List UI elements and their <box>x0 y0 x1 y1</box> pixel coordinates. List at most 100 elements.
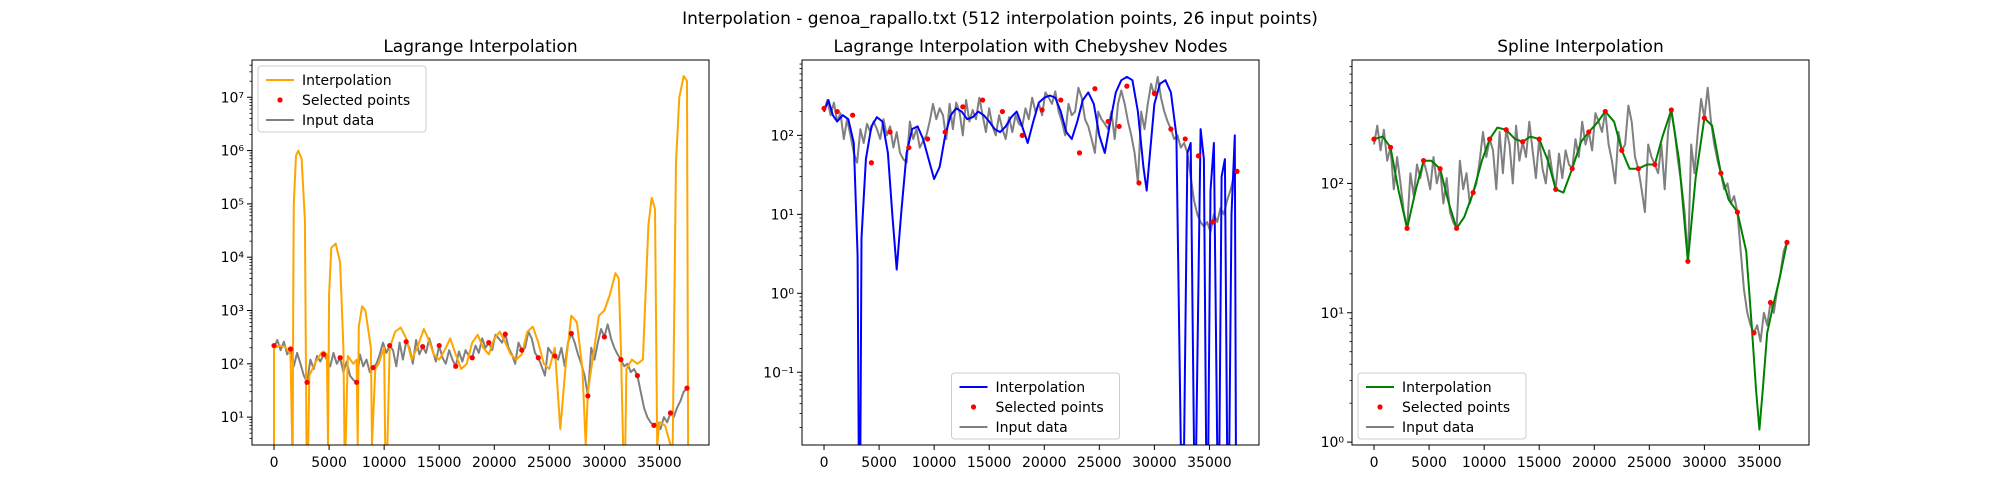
selected-point <box>651 422 657 428</box>
legend-box <box>1357 372 1527 440</box>
selected-point <box>320 351 327 358</box>
x-tick-label: 5000 <box>311 455 347 471</box>
y-tick-label: 10⁴ <box>221 250 245 266</box>
selected-point <box>1182 136 1188 142</box>
legend-dot-swatch <box>277 97 283 103</box>
selected-point <box>906 144 912 151</box>
selected-point <box>999 108 1006 115</box>
legend-dot-swatch <box>1377 404 1383 410</box>
selected-point <box>1470 189 1476 196</box>
x-tick-label: 25000 <box>527 455 572 471</box>
selected-point <box>979 97 986 103</box>
selected-point <box>585 393 591 399</box>
plot-area <box>1371 86 1790 431</box>
selected-point <box>1124 83 1130 89</box>
selected-point <box>354 379 360 385</box>
chart-panel-3: Spline Interpolation 10⁰ 10¹ 10² 0 5000 10000 1… <box>1321 37 1810 471</box>
y-tick-label: 10² <box>1321 176 1344 192</box>
selected-point <box>1635 166 1641 172</box>
legend: Interpolation Selected points Input data <box>951 372 1120 440</box>
selected-point <box>1718 170 1724 176</box>
selected-point <box>1553 186 1559 192</box>
selected-point <box>1685 258 1691 264</box>
x-tick-label: 15000 <box>417 455 462 471</box>
selected-point <box>403 339 409 345</box>
selected-point <box>1210 219 1216 225</box>
selected-point <box>1076 150 1083 156</box>
y-tick-label: 10³ <box>221 304 244 320</box>
selected-point <box>1569 166 1575 172</box>
selected-point <box>1019 132 1025 138</box>
selected-point <box>1136 180 1142 186</box>
selected-point <box>287 346 294 352</box>
y-tick-label: 10² <box>771 128 794 144</box>
selected-point <box>1387 144 1394 150</box>
selected-point <box>552 353 558 359</box>
legend-label: Input data <box>1402 420 1474 436</box>
selected-point <box>370 364 376 371</box>
x-tick-label: 0 <box>820 455 829 471</box>
legend-label: Interpolation <box>996 380 1086 396</box>
y-tick-label: 10¹ <box>771 207 794 223</box>
selected-point <box>486 340 492 346</box>
y-tick-label: 10⁵ <box>221 197 244 213</box>
selected-point <box>1503 127 1509 133</box>
chart-title: Spline Interpolation <box>1497 37 1663 57</box>
selected-point <box>1586 129 1592 135</box>
x-tick-label: 0 <box>270 455 279 471</box>
selected-point <box>1751 330 1757 336</box>
legend-label: Selected points <box>996 400 1104 416</box>
selected-point <box>1602 108 1608 115</box>
selected-point <box>1652 161 1658 168</box>
chart-panel-2: Lagrange Interpolation with Chebyshev No… <box>763 37 1260 471</box>
x-tick-label: 30000 <box>1132 455 1177 471</box>
x-tick-label: 25000 <box>1077 455 1122 471</box>
selected-point <box>304 379 310 385</box>
selected-point <box>1668 107 1674 113</box>
x-tick-label: 25000 <box>1627 455 1672 471</box>
legend-label: Interpolation <box>302 73 392 89</box>
selected-point <box>868 160 874 166</box>
chart-title: Lagrange Interpolation with Chebyshev No… <box>834 37 1228 57</box>
selected-point <box>1092 86 1098 92</box>
selected-point <box>1234 168 1240 174</box>
axes-frame <box>251 59 710 446</box>
selected-point <box>1784 239 1790 246</box>
selected-point <box>834 108 840 115</box>
selected-point <box>1619 147 1625 154</box>
selected-point <box>1767 299 1774 306</box>
selected-point <box>502 331 508 337</box>
selected-point <box>1454 225 1460 231</box>
selected-point <box>1734 209 1741 215</box>
selected-point <box>420 344 426 350</box>
x-tick-label: 30000 <box>1682 455 1727 471</box>
legend-label: Input data <box>996 420 1068 436</box>
y-tick-label: 10⁰ <box>1321 435 1345 451</box>
input-data-line <box>1373 86 1788 343</box>
selected-point <box>436 342 442 349</box>
selected-point <box>924 136 931 142</box>
x-tick-label: 20000 <box>1022 455 1067 471</box>
selected-point <box>1420 158 1427 164</box>
plot-area <box>271 75 690 445</box>
y-tick-label: 10² <box>221 357 244 373</box>
selected-point <box>568 330 574 337</box>
selected-point <box>1168 126 1174 132</box>
x-tick-label: 30000 <box>582 455 627 471</box>
input-data-line <box>823 75 1238 233</box>
legend-label: Selected points <box>1402 400 1510 416</box>
selected-point <box>387 342 393 349</box>
legend-label: Input data <box>302 113 374 129</box>
y-tick-label: 10¹ <box>221 410 244 426</box>
legend-label: Interpolation <box>1402 380 1492 396</box>
legend: Interpolation Selected points Input data <box>257 65 427 133</box>
axes-frame <box>801 59 1260 446</box>
selected-point <box>469 355 475 361</box>
legend-box <box>257 65 427 133</box>
legend-box <box>951 372 1120 440</box>
selected-point <box>1105 118 1111 125</box>
selected-point <box>453 363 459 369</box>
selected-point <box>1116 123 1122 129</box>
selected-point <box>337 355 343 361</box>
